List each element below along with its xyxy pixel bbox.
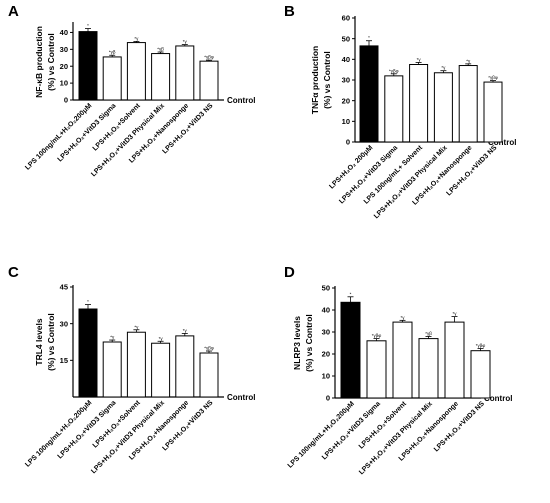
category-label: LPS+H₂O₂+VitD3 NS [161, 399, 214, 452]
y-tick-label: 0 [346, 138, 350, 147]
control-label: Control [227, 393, 255, 402]
bar [151, 342, 171, 398]
y-tick-label: 30 [342, 76, 350, 85]
control-label: Control [484, 394, 512, 403]
significance-label: *γ [417, 57, 422, 62]
y-axis-label: (%) vs Control [46, 33, 56, 91]
significance-label: *γ [134, 324, 139, 329]
bar [458, 65, 478, 143]
bar [199, 352, 219, 398]
y-axis-label: NF-κB production [34, 26, 44, 98]
bar [126, 42, 146, 101]
y-axis-label: (%) vs Control [322, 51, 332, 109]
bar [444, 321, 465, 399]
y-tick-label: 40 [342, 55, 350, 64]
y-tick-label: 10 [60, 79, 68, 88]
y-axis-label: TNFα production [310, 46, 320, 115]
y-tick-label: 10 [342, 117, 350, 126]
y-axis-label: (%) vs Control [304, 314, 314, 372]
significance-label: *γ [466, 58, 471, 63]
significance-label: *γ [134, 36, 139, 41]
bar [78, 308, 98, 398]
y-tick-label: 40 [60, 28, 68, 37]
significance-label: *γβφ [476, 343, 486, 348]
bar [418, 338, 439, 399]
category-label: LPS+H₂O₂+VitD3 NS [433, 400, 486, 453]
significance-label: *γβφ [204, 346, 214, 351]
chart-panel-c: C TRL4 levels (%) vs Control 15 30 45 Control *… [8, 264, 255, 475]
y-tick-label: 30 [60, 45, 68, 54]
y-tick-label: 0 [64, 96, 68, 105]
y-tick-label: 20 [322, 350, 330, 359]
bar [102, 56, 122, 101]
significance-label: *γ [159, 336, 164, 341]
bar [175, 335, 195, 398]
bar [78, 31, 98, 101]
bar [483, 81, 503, 143]
y-tick-label: 20 [342, 96, 350, 105]
significance-label: *γ [183, 328, 188, 333]
significance-label: *γ [452, 311, 457, 316]
category-label: LPS+H₂O₂+Solvent [92, 102, 143, 153]
bar [366, 340, 387, 399]
y-tick-label: 50 [322, 284, 330, 293]
significance-label: *γβφ [372, 333, 382, 338]
bar [151, 53, 171, 101]
significance-label: *γ [183, 39, 188, 44]
y-tick-label: 45 [60, 283, 68, 292]
panel-letter: A [8, 3, 19, 20]
y-tick-label: 60 [342, 14, 350, 23]
bar [126, 331, 146, 398]
y-tick-label: 40 [322, 306, 330, 315]
y-tick-label: 30 [322, 328, 330, 337]
significance-label: *γβφ [488, 75, 498, 80]
significance-label: * [350, 291, 352, 296]
bar [340, 301, 361, 399]
significance-label: *γβφ [389, 68, 399, 73]
y-tick-label: 50 [342, 34, 350, 43]
control-label: Control [227, 96, 255, 105]
y-tick-label: 10 [322, 372, 330, 381]
significance-label: *γβ [157, 47, 164, 52]
bar [175, 45, 195, 101]
chart-panel-d: D NLRP3 levels (%) vs Control 0 10 20 30 40 50 Co… [284, 264, 512, 476]
bar [199, 60, 219, 101]
bar [102, 341, 122, 398]
panel-letter: B [284, 3, 295, 20]
chart-panel-b: B TNFα production (%) vs Control 0 10 20 30 40 5… [284, 3, 516, 220]
y-tick-label: 15 [60, 356, 68, 365]
significance-label: *γβ [425, 331, 432, 336]
y-axis-label: NLRP3 levels [292, 316, 302, 370]
category-label: LPS+H₂O₂+Solvent [358, 400, 409, 451]
chart-panel-a: A NF-κB production (%) vs Control 0 10 20 30 40… [8, 3, 255, 178]
significance-label: * [87, 299, 89, 304]
panel-letter: C [8, 264, 19, 281]
bar [392, 321, 413, 399]
panel-letter: D [284, 264, 295, 281]
y-tick-label: 0 [326, 394, 330, 403]
significance-label: * [87, 23, 89, 28]
significance-label: * [368, 35, 370, 40]
category-label: LPS+H₂O₂+VitD3 NS [445, 144, 498, 197]
bar [384, 75, 404, 143]
significance-label: *γ [400, 315, 405, 320]
category-label: LPS+H₂O₂ 200μM [328, 144, 374, 190]
significance-label: *γβ [109, 50, 116, 55]
significance-label: *γ [441, 65, 446, 70]
category-label: LPS+H₂O₂+Solvent [92, 399, 143, 450]
bar [433, 72, 453, 143]
y-tick-label: 20 [60, 62, 68, 71]
bar [409, 64, 429, 143]
category-label: LPS+H₂O₂+VitD3 NS [161, 102, 214, 155]
significance-label: *γ [110, 335, 115, 340]
y-tick-label: 30 [60, 319, 68, 328]
bar [470, 350, 491, 399]
y-axis-label: TRL4 levels [34, 318, 44, 366]
significance-label: *γβφ [204, 55, 214, 60]
y-axis-label: (%) vs Control [46, 313, 56, 371]
bar [359, 45, 379, 143]
